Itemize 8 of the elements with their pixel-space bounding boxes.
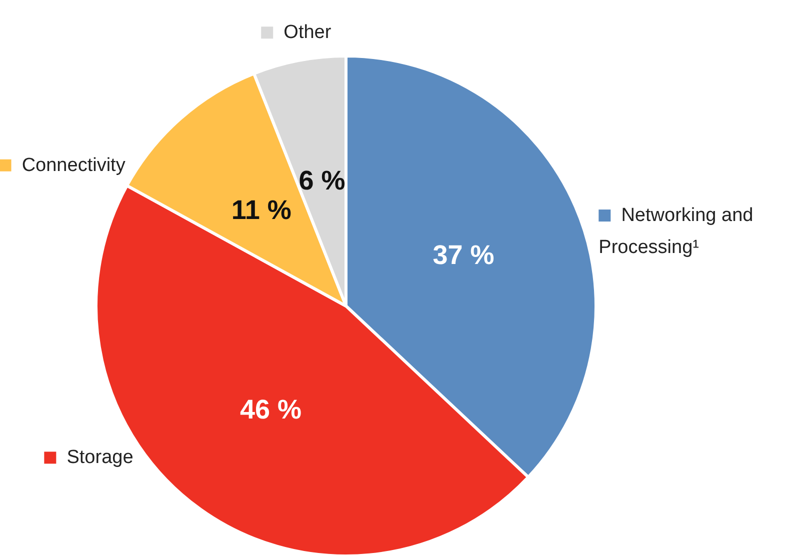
- legend-label: Other: [273, 22, 332, 44]
- data-label: 11 %: [231, 194, 292, 225]
- data-label: 37 %: [432, 240, 494, 270]
- data-label: 6 %: [298, 165, 346, 196]
- legend-label: Connectivity: [11, 154, 126, 176]
- legend-label: Networking and Processing¹: [598, 205, 759, 258]
- legend-label: Storage: [56, 447, 134, 468]
- data-label: 46 %: [240, 394, 302, 425]
